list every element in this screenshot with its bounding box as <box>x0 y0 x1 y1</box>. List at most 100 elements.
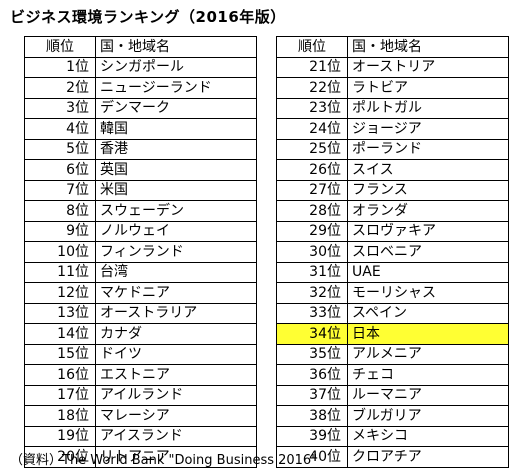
country-cell: ドイツ <box>95 343 257 365</box>
country-cell: 米国 <box>95 179 257 201</box>
rank-cell: 19位 <box>24 425 96 447</box>
ranking-table-right: 順位 国・地域名 21位 オーストリア 22位 ラトビア 23位 ポルトガル 24位 ジョージ… <box>276 36 509 468</box>
country-cell: ラトビア <box>347 77 509 99</box>
table-row: 9位 ノルウェイ <box>24 220 257 242</box>
country-cell: スペイン <box>347 302 509 324</box>
country-cell: スロヴァキア <box>347 220 509 242</box>
country-cell: オランダ <box>347 200 509 222</box>
rank-cell: 39位 <box>276 425 348 447</box>
rank-cell: 14位 <box>24 323 96 345</box>
rank-cell: 25位 <box>276 138 348 160</box>
table-row-highlighted: 34位 日本 <box>276 323 509 345</box>
country-cell: 韓国 <box>95 118 257 140</box>
table-row: 10位 フィンランド <box>24 241 257 263</box>
table-row: 29位 スロヴァキア <box>276 220 509 242</box>
rank-cell: 23位 <box>276 97 348 119</box>
country-cell: シンガポール <box>95 56 257 78</box>
country-cell: UAE <box>347 261 509 283</box>
source-note: （資料）The World Bank "Doing Business 2016" <box>10 453 318 468</box>
table-row: 16位 エストニア <box>24 364 257 386</box>
country-cell: ルーマニア <box>347 384 509 406</box>
table-row: 37位 ルーマニア <box>276 384 509 406</box>
country-cell: ニュージーランド <box>95 77 257 99</box>
rank-cell: 1位 <box>24 56 96 78</box>
table-row: 4位 韓国 <box>24 118 257 140</box>
rank-cell: 17位 <box>24 384 96 406</box>
country-cell: 香港 <box>95 138 257 160</box>
rank-cell: 3位 <box>24 97 96 119</box>
table-row: 3位 デンマーク <box>24 97 257 119</box>
country-column-header: 国・地域名 <box>347 36 509 58</box>
rank-cell: 20位 <box>24 446 96 468</box>
rank-column-header: 順位 <box>24 36 96 58</box>
country-cell: リトアニア <box>95 446 257 468</box>
table-row: 11位 台湾 <box>24 261 257 283</box>
table-header-row: 順位 国・地域名 <box>24 36 257 58</box>
rank-cell: 9位 <box>24 220 96 242</box>
country-cell: クロアチア <box>347 446 509 468</box>
rank-cell: 15位 <box>24 343 96 365</box>
rank-cell: 33位 <box>276 302 348 324</box>
country-cell: アイルランド <box>95 384 257 406</box>
country-cell: オーストリア <box>347 56 509 78</box>
rank-cell: 22位 <box>276 77 348 99</box>
rank-cell: 8位 <box>24 200 96 222</box>
country-cell: フィンランド <box>95 241 257 263</box>
rank-cell: 31位 <box>276 261 348 283</box>
table-header-row: 順位 国・地域名 <box>276 36 509 58</box>
page-title: ビジネス環境ランキング（2016年版） <box>10 8 286 26</box>
rank-column-header: 順位 <box>276 36 348 58</box>
table-row: 23位 ポルトガル <box>276 97 509 119</box>
table-row: 26位 スイス <box>276 159 509 181</box>
country-cell: アルメニア <box>347 343 509 365</box>
rank-cell: 21位 <box>276 56 348 78</box>
table-row: 19位 アイスランド <box>24 425 257 447</box>
country-cell: ジョージア <box>347 118 509 140</box>
rank-cell: 11位 <box>24 261 96 283</box>
rank-cell: 32位 <box>276 282 348 304</box>
table-row: 17位 アイルランド <box>24 384 257 406</box>
rank-cell: 38位 <box>276 405 348 427</box>
table-row: 32位 モーリシャス <box>276 282 509 304</box>
table-row: 30位 スロベニア <box>276 241 509 263</box>
country-cell: ブルガリア <box>347 405 509 427</box>
rank-cell: 12位 <box>24 282 96 304</box>
table-row: 5位 香港 <box>24 138 257 160</box>
country-cell: 台湾 <box>95 261 257 283</box>
rank-cell: 29位 <box>276 220 348 242</box>
country-cell: メキシコ <box>347 425 509 447</box>
rank-cell: 26位 <box>276 159 348 181</box>
country-cell: 日本 <box>347 323 509 345</box>
country-column-header: 国・地域名 <box>95 36 257 58</box>
country-cell: マレーシア <box>95 405 257 427</box>
table-row: 12位 マケドニア <box>24 282 257 304</box>
ranking-table-left: 順位 国・地域名 1位 シンガポール 2位 ニュージーランド 3位 デンマーク 4位 韓国 5位… <box>24 36 257 468</box>
rank-cell: 34位 <box>276 323 348 345</box>
rank-cell: 36位 <box>276 364 348 386</box>
table-row: 25位 ポーランド <box>276 138 509 160</box>
table-row: 1位 シンガポール <box>24 56 257 78</box>
rank-cell: 24位 <box>276 118 348 140</box>
table-row: 36位 チェコ <box>276 364 509 386</box>
table-row: 40位 クロアチア <box>276 446 509 468</box>
table-row: 27位 フランス <box>276 179 509 201</box>
table-row: 2位 ニュージーランド <box>24 77 257 99</box>
country-cell: デンマーク <box>95 97 257 119</box>
rank-cell: 40位 <box>276 446 348 468</box>
country-cell: 英国 <box>95 159 257 181</box>
table-row: 14位 カナダ <box>24 323 257 345</box>
country-cell: ポルトガル <box>347 97 509 119</box>
country-cell: スロベニア <box>347 241 509 263</box>
table-row: 6位 英国 <box>24 159 257 181</box>
table-row: 13位 オーストラリア <box>24 302 257 324</box>
rank-cell: 5位 <box>24 138 96 160</box>
table-row: 35位 アルメニア <box>276 343 509 365</box>
country-cell: エストニア <box>95 364 257 386</box>
country-cell: アイスランド <box>95 425 257 447</box>
country-cell: カナダ <box>95 323 257 345</box>
table-row: 8位 スウェーデン <box>24 200 257 222</box>
table-row: 22位 ラトビア <box>276 77 509 99</box>
rank-cell: 10位 <box>24 241 96 263</box>
rank-cell: 37位 <box>276 384 348 406</box>
country-cell: チェコ <box>347 364 509 386</box>
